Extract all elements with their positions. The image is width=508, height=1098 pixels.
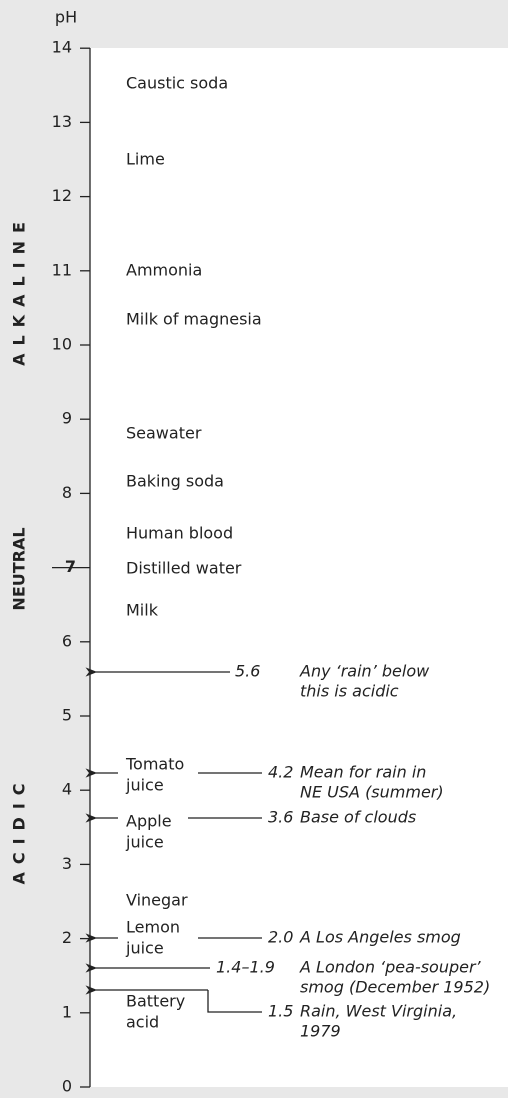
tick-label: 2 — [62, 928, 72, 947]
tick-label: 6 — [62, 631, 72, 650]
substance: Milk — [126, 601, 159, 620]
annotation-text: Any ‘rain’ below — [299, 662, 430, 681]
substance: juice — [125, 939, 164, 958]
substance: Battery — [126, 992, 185, 1011]
tick-label: 14 — [52, 38, 72, 57]
annotation-value: 2.0 — [268, 928, 293, 947]
tick-label: 12 — [52, 186, 72, 205]
annotation-value: 1.4–1.9 — [216, 958, 275, 977]
annotation-text: A Los Angeles smog — [299, 928, 461, 947]
tick-label: 10 — [52, 335, 72, 354]
substance: Ammonia — [126, 261, 202, 280]
tick-label: 0 — [62, 1077, 72, 1095]
annotation-text: Base of clouds — [300, 808, 416, 827]
annotation-text: NE USA (summer) — [300, 783, 444, 802]
tick-label: 4 — [62, 780, 72, 799]
zone-label: ACIDIC — [10, 775, 29, 884]
zone-label: NEUTRAL — [10, 527, 29, 610]
substance: Caustic soda — [126, 74, 228, 93]
annotation-value: 4.2 — [268, 763, 293, 782]
substance: acid — [126, 1013, 159, 1032]
annotation-value: 3.6 — [268, 808, 293, 827]
annotation-text: Mean for rain in — [300, 763, 426, 782]
tick-label: 9 — [62, 409, 72, 428]
panel — [90, 48, 508, 1087]
annotation-value: 1.5 — [268, 1002, 293, 1021]
substance: Lime — [126, 150, 165, 169]
substance: Lemon — [126, 918, 180, 937]
leader — [207, 990, 262, 1013]
annotation-text: this is acidic — [300, 682, 399, 701]
tick-label: 3 — [62, 854, 72, 873]
annotation-text: Rain, West Virginia, — [300, 1002, 457, 1021]
substance: Baking soda — [126, 472, 224, 491]
substance: juice — [125, 833, 164, 852]
substance: Seawater — [126, 424, 202, 443]
tick-label: 7 — [65, 557, 76, 576]
tick-label: 11 — [52, 260, 72, 279]
substance: Human blood — [126, 524, 233, 543]
substance: Vinegar — [126, 891, 188, 910]
substance: Distilled water — [126, 559, 242, 578]
substance: juice — [125, 776, 164, 795]
substance: Milk of magnesia — [126, 310, 262, 329]
substance: Apple — [126, 812, 172, 831]
tick-label: 13 — [52, 112, 72, 131]
zone-label: ALKALINE — [10, 214, 29, 366]
substance: Tomato — [125, 755, 184, 774]
tick-label: 5 — [62, 706, 72, 725]
axis-label: pH — [55, 8, 77, 27]
tick-label: 1 — [62, 1002, 72, 1021]
annotation-text: A London ‘pea-souper’ — [299, 958, 482, 977]
tick-label: 8 — [62, 483, 72, 502]
annotation-text: smog (December 1952) — [300, 978, 490, 997]
annotation-text: 1979 — [300, 1022, 341, 1041]
annotation-value: 5.6 — [235, 662, 260, 681]
